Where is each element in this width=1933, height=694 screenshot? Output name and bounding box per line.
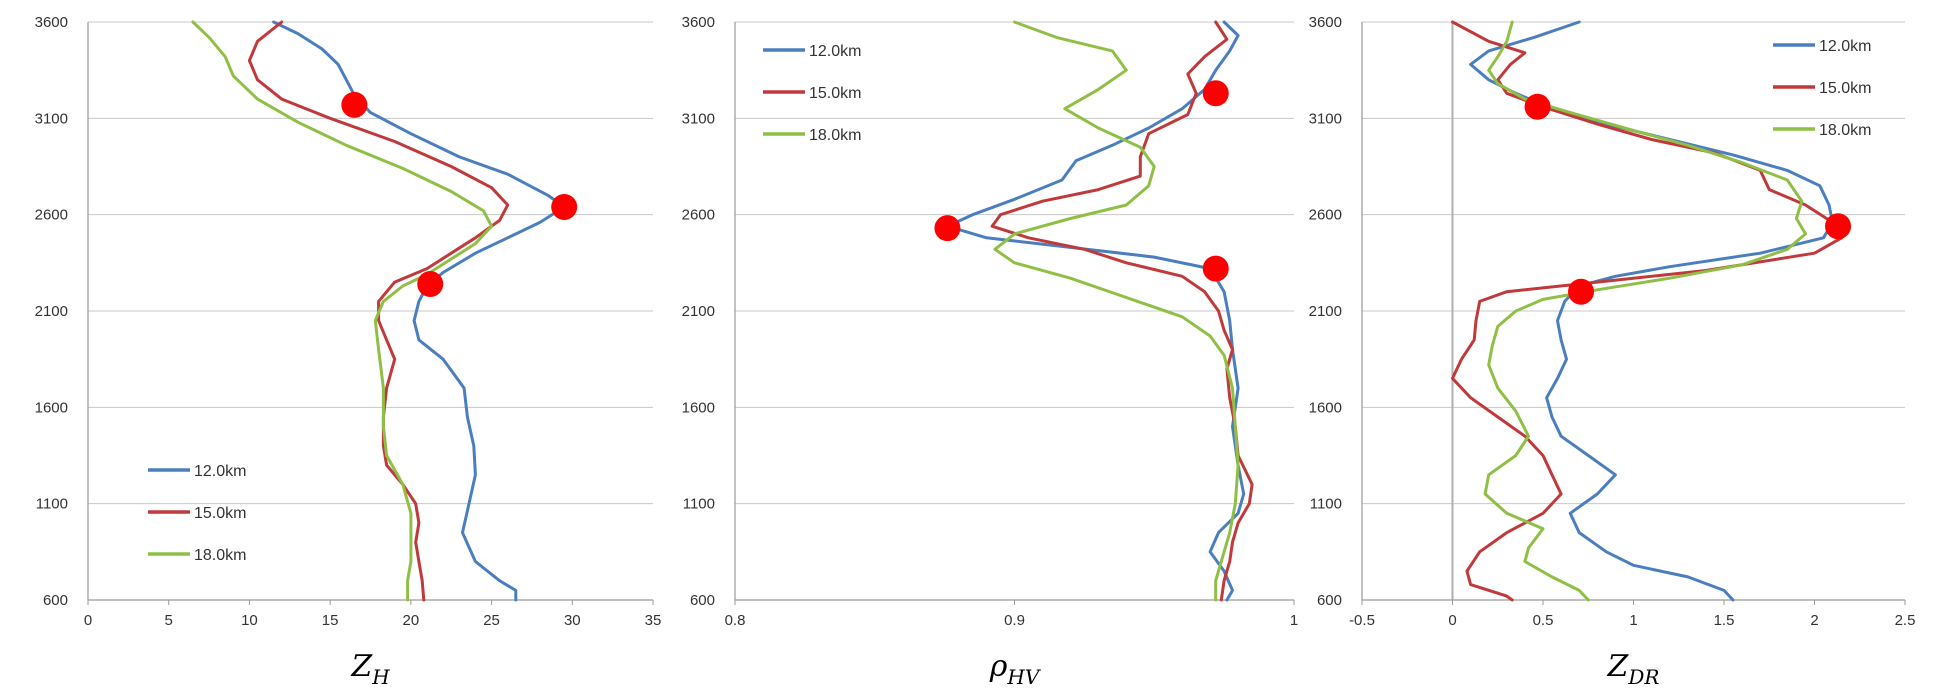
y-tick-label: 3600 (682, 14, 715, 31)
x-tick-label: 35 (645, 612, 662, 629)
x-axis-title-sub: DR (1627, 665, 1659, 689)
y-tick-label: 3100 (682, 110, 715, 127)
legend-label: 12.0km (809, 43, 861, 60)
red-marker (417, 271, 444, 298)
x-tick-label: 0.8 (725, 612, 746, 629)
x-axis-title: ρHV (989, 649, 1042, 689)
red-marker (1524, 93, 1551, 120)
x-tick-label: 0 (1448, 612, 1456, 629)
red-marker (934, 215, 961, 242)
series-line-15.0km (247, 20, 510, 602)
legend-label: 18.0km (1819, 122, 1871, 139)
x-tick-label: 1 (1290, 612, 1298, 629)
y-tick-label: 3100 (1309, 110, 1342, 127)
series-line-12.0km (945, 20, 1246, 602)
x-tick-label: 20 (403, 612, 420, 629)
x-tick-label: 0.9 (1004, 612, 1025, 629)
x-tick-label: 25 (483, 612, 500, 629)
y-tick-label: 2100 (1309, 303, 1342, 320)
x-tick-label: 0 (84, 612, 92, 629)
x-tick-label: 30 (564, 612, 581, 629)
panel-zdr: 600 1100 1600 2100 2600 3100 3600 -0.5 0 0.5 1 1.5 2… (1309, 14, 1916, 689)
red-marker (1825, 213, 1852, 240)
y-tick-label: 1600 (35, 399, 68, 416)
x-axis-title-main: Z (1607, 649, 1630, 684)
x-tick-label: 1.5 (1714, 612, 1735, 629)
x-tick-label: 5 (165, 612, 173, 629)
y-tick-label: 2600 (35, 207, 68, 224)
y-tick-label: 2100 (35, 303, 68, 320)
x-tick-label: 0.5 (1533, 612, 1554, 629)
y-tick-label: 1600 (682, 399, 715, 416)
legend-label: 15.0km (194, 505, 246, 522)
series-line-18.0km (993, 20, 1240, 602)
y-tick-label: 600 (43, 592, 68, 609)
y-tick-label: 1100 (1310, 496, 1342, 513)
x-tick-label: 2 (1810, 612, 1818, 629)
y-tick-label: 600 (1317, 592, 1342, 609)
x-tick-label: 10 (241, 612, 258, 629)
x-axis-title-sub: H (371, 665, 390, 689)
x-axis-title-sub: HV (1006, 665, 1041, 689)
legend-label: 18.0km (194, 547, 246, 564)
y-tick-label: 3600 (1309, 14, 1342, 31)
x-axis-title-main: Z (350, 649, 373, 684)
x-tick-label: -0.5 (1349, 612, 1375, 629)
legend-label: 12.0km (1819, 38, 1871, 55)
red-marker (1568, 278, 1595, 305)
legend-label: 15.0km (809, 85, 861, 102)
y-tick-label: 1100 (36, 496, 68, 513)
x-tick-label: 1 (1629, 612, 1637, 629)
y-tick-label: 2100 (682, 303, 715, 320)
y-tick-label: 1600 (1309, 399, 1342, 416)
y-tick-label: 3100 (35, 110, 68, 127)
legend-label: 15.0km (1819, 80, 1871, 97)
y-tick-label: 3600 (35, 14, 68, 31)
y-tick-label: 2600 (1309, 207, 1342, 224)
y-tick-label: 600 (690, 592, 715, 609)
y-tick-label: 2600 (682, 207, 715, 224)
series-line-15.0km (990, 20, 1254, 602)
red-marker (1202, 255, 1229, 282)
x-axis-title-main: ρ (989, 649, 1008, 684)
legend-label: 18.0km (809, 127, 861, 144)
panel-zh: 600 1100 1600 2100 2600 3100 3600 0 5 10 15 20 25 30 3… (35, 14, 662, 689)
x-axis-title: ZH (350, 649, 390, 689)
x-tick-label: 15 (322, 612, 339, 629)
legend-label: 12.0km (194, 463, 246, 480)
red-marker (1202, 80, 1229, 107)
x-axis-title: ZDR (1607, 649, 1660, 689)
x-tick-label: 2.5 (1895, 612, 1916, 629)
red-marker (341, 91, 368, 118)
y-tick-label: 1100 (683, 496, 715, 513)
panel-rhohv: 600 1100 1600 2100 2600 3100 3600 0.8 0.9 1 12.0km… (682, 14, 1299, 689)
red-marker (551, 193, 578, 220)
